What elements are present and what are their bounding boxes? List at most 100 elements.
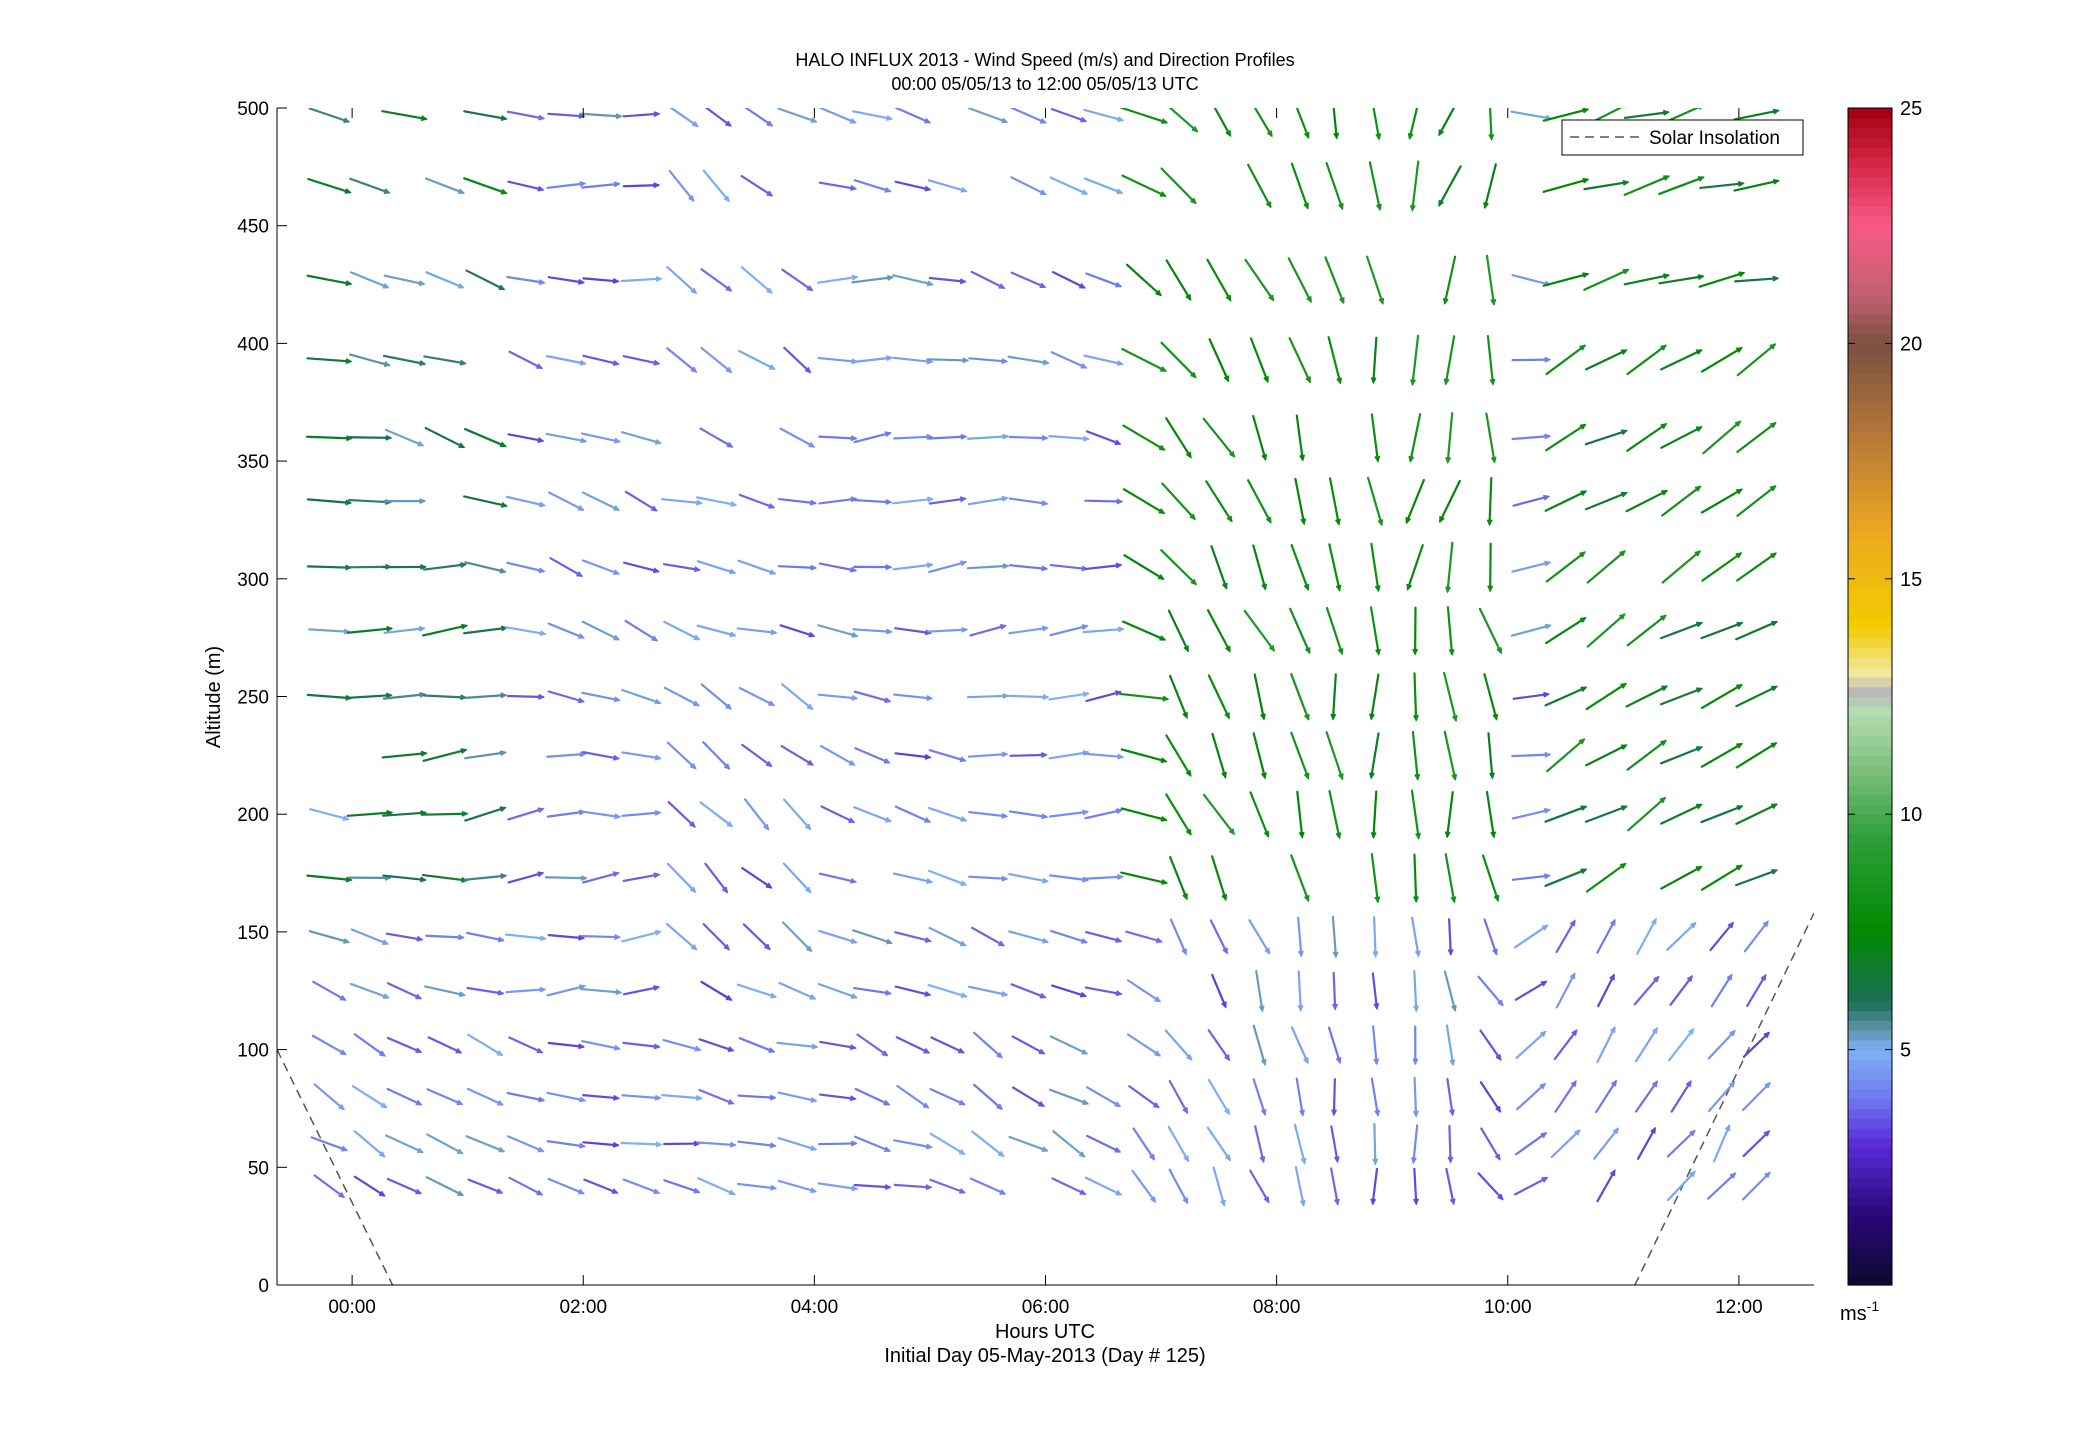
colorbar-unit: ms: [1840, 1303, 1867, 1325]
colorbar-strip: [1848, 981, 1892, 991]
colorbar-strip: [1848, 755, 1892, 765]
colorbar-strip: [1848, 706, 1892, 716]
wind-vector-shaft: [1490, 544, 1491, 591]
x-tick-label: 10:00: [1484, 1297, 1532, 1318]
colorbar-strip: [1848, 883, 1892, 893]
wind-vector-shaft: [423, 814, 467, 815]
colorbar-strip: [1848, 432, 1892, 442]
wind-vector-shaft: [1334, 1079, 1335, 1114]
colorbar-unit-label: ms-1: [1840, 1298, 1879, 1325]
colorbar-strip: [1848, 481, 1892, 491]
colorbar-strip: [1848, 343, 1892, 353]
colorbar-strip: [1848, 657, 1892, 667]
colorbar-strip: [1848, 255, 1892, 265]
colorbar-strip: [1848, 500, 1892, 510]
wind-vector-head: [1623, 104, 1628, 108]
colorbar-strip: [1848, 618, 1892, 628]
colorbar-strip: [1848, 451, 1892, 461]
colorbar-strip: [1848, 853, 1892, 863]
wind-vector-shaft: [1512, 755, 1549, 756]
colorbar-strip: [1848, 922, 1892, 932]
legend: Solar Insolation: [1562, 120, 1803, 155]
colorbar-unit-exponent: -1: [1867, 1298, 1880, 1314]
colorbar-strip: [1848, 952, 1892, 962]
colorbar-strip: [1848, 1128, 1892, 1138]
wind-vector-shaft: [1010, 437, 1047, 438]
colorbar-strip: [1848, 1207, 1892, 1217]
colorbar-strip: [1848, 186, 1892, 196]
colorbar-strip: [1848, 804, 1892, 814]
colorbar-strip: [1848, 559, 1892, 569]
colorbar-strip: [1848, 736, 1892, 746]
colorbar-strip: [1848, 510, 1892, 520]
colorbar-strip: [1848, 589, 1892, 599]
colorbar-strip: [1848, 1059, 1892, 1069]
wind-vector-shaft: [1449, 1126, 1450, 1161]
wind-vector-shaft: [1513, 360, 1550, 361]
wind-vector-shaft: [622, 1143, 661, 1145]
colorbar-strip: [1848, 814, 1892, 824]
colorbar-strip: [1848, 373, 1892, 383]
colorbar-strip: [1848, 667, 1892, 677]
y-axis-label: Altitude (m): [203, 646, 225, 748]
colorbar-strip: [1848, 314, 1892, 324]
colorbar-strip: [1848, 226, 1892, 236]
colorbar-strip: [1848, 540, 1892, 550]
y-tick-label: 50: [248, 1158, 269, 1179]
colorbar-strip: [1848, 1187, 1892, 1197]
colorbar-strip: [1848, 971, 1892, 981]
colorbar-strip: [1848, 520, 1892, 530]
colorbar-strip: [1848, 118, 1892, 128]
y-tick-label: 250: [237, 688, 269, 709]
wind-vector-shaft: [582, 936, 619, 937]
colorbar-strip: [1848, 932, 1892, 942]
colorbar-strip: [1848, 137, 1892, 147]
wind-vector-shaft: [1009, 696, 1048, 697]
colorbar-strip: [1848, 598, 1892, 608]
x-tick-label: 02:00: [559, 1297, 607, 1318]
colorbar-strip: [1848, 1030, 1892, 1040]
colorbar-strip: [1848, 961, 1892, 971]
legend-label-solar-insolation: Solar Insolation: [1649, 128, 1780, 149]
colorbar-strip: [1848, 236, 1892, 246]
colorbar-strip: [1848, 893, 1892, 903]
colorbar-strip: [1848, 863, 1892, 873]
colorbar-strip: [1848, 1069, 1892, 1079]
y-tick-label: 0: [258, 1276, 269, 1297]
colorbar-strip: [1848, 1157, 1892, 1167]
colorbar-strip: [1848, 697, 1892, 707]
colorbar-strip: [1848, 206, 1892, 216]
colorbar-strip: [1848, 216, 1892, 226]
colorbar-strip: [1848, 304, 1892, 314]
colorbar-strip: [1848, 177, 1892, 187]
colorbar-strip: [1848, 1138, 1892, 1148]
x-tick-label: 08:00: [1253, 1297, 1301, 1318]
y-tick-label: 100: [237, 1041, 269, 1062]
colorbar-strip: [1848, 1216, 1892, 1226]
colorbar-strip: [1848, 677, 1892, 687]
colorbar-strip: [1848, 383, 1892, 393]
wind-vector-shaft: [1334, 973, 1335, 1009]
colorbar-strip: [1848, 1246, 1892, 1256]
colorbar-strip: [1848, 726, 1892, 736]
colorbar-strip: [1848, 579, 1892, 589]
colorbar-tick-label: 25: [1900, 98, 1922, 120]
colorbar-tick-label: 10: [1900, 804, 1922, 826]
colorbar-strip: [1848, 1167, 1892, 1177]
x-tick-label: 00:00: [328, 1297, 376, 1318]
colorbar-strip: [1848, 265, 1892, 275]
colorbar-strip: [1848, 1040, 1892, 1050]
colorbar-strip: [1848, 873, 1892, 883]
colorbar-strip: [1848, 422, 1892, 432]
colorbar-strip: [1848, 844, 1892, 854]
colorbar-strip: [1848, 549, 1892, 559]
colorbar-strip: [1848, 167, 1892, 177]
colorbar-strip: [1848, 157, 1892, 167]
colorbar-strip: [1848, 147, 1892, 157]
colorbar-strip: [1848, 363, 1892, 373]
colorbar-strip: [1848, 795, 1892, 805]
colorbar-strip: [1848, 402, 1892, 412]
